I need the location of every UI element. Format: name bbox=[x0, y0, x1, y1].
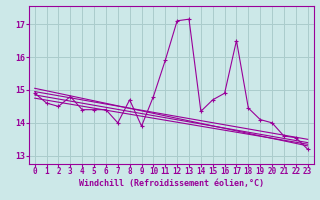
X-axis label: Windchill (Refroidissement éolien,°C): Windchill (Refroidissement éolien,°C) bbox=[79, 179, 264, 188]
